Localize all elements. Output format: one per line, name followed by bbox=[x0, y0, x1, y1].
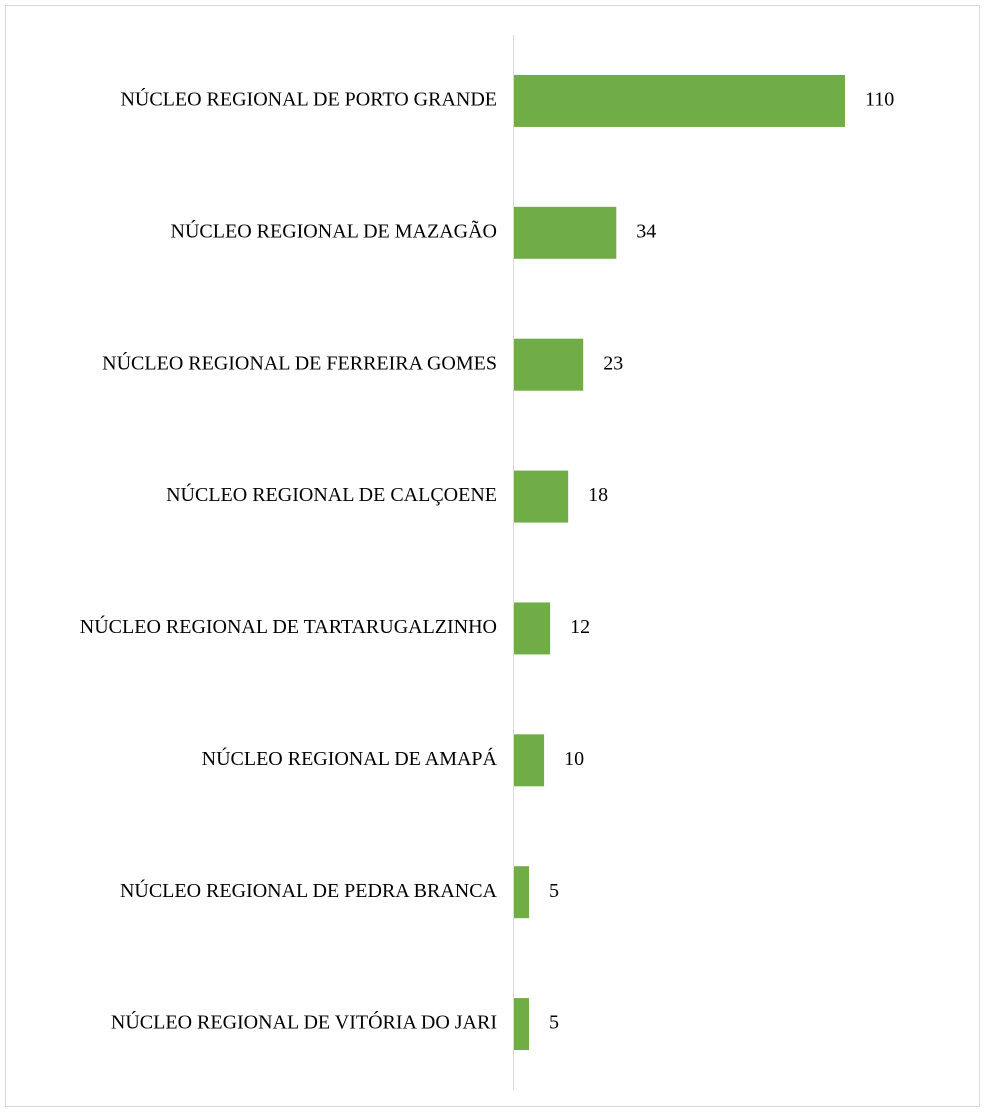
bar bbox=[514, 602, 551, 655]
value-label: 12 bbox=[570, 616, 590, 638]
value-label: 110 bbox=[865, 89, 894, 111]
bar bbox=[514, 866, 530, 919]
bar bbox=[514, 998, 530, 1051]
category-label: NÚCLEO REGIONAL DE PEDRA BRANCA bbox=[120, 878, 498, 902]
value-label: 18 bbox=[588, 484, 608, 506]
category-label: NÚCLEO REGIONAL DE FERREIRA GOMES bbox=[102, 350, 497, 374]
bar bbox=[514, 338, 584, 391]
category-label: NÚCLEO REGIONAL DE AMAPÁ bbox=[202, 746, 498, 770]
value-label: 5 bbox=[549, 880, 559, 902]
category-label: NÚCLEO REGIONAL DE MAZAGÃO bbox=[171, 218, 497, 242]
bar bbox=[514, 74, 845, 127]
chart-frame bbox=[5, 5, 980, 1107]
bar bbox=[514, 206, 617, 259]
value-label: 10 bbox=[564, 748, 584, 770]
category-label: NÚCLEO REGIONAL DE PORTO GRANDE bbox=[120, 87, 497, 111]
category-label: NÚCLEO REGIONAL DE TARTARUGALZINHO bbox=[80, 614, 497, 638]
value-label: 34 bbox=[636, 220, 656, 242]
bar bbox=[514, 470, 569, 523]
category-label: NÚCLEO REGIONAL DE CALÇOENE bbox=[166, 482, 497, 506]
value-label: 5 bbox=[549, 1012, 559, 1034]
category-label: NÚCLEO REGIONAL DE VITÓRIA DO JARI bbox=[111, 1010, 497, 1034]
bar bbox=[514, 734, 545, 787]
value-label: 23 bbox=[603, 352, 623, 374]
